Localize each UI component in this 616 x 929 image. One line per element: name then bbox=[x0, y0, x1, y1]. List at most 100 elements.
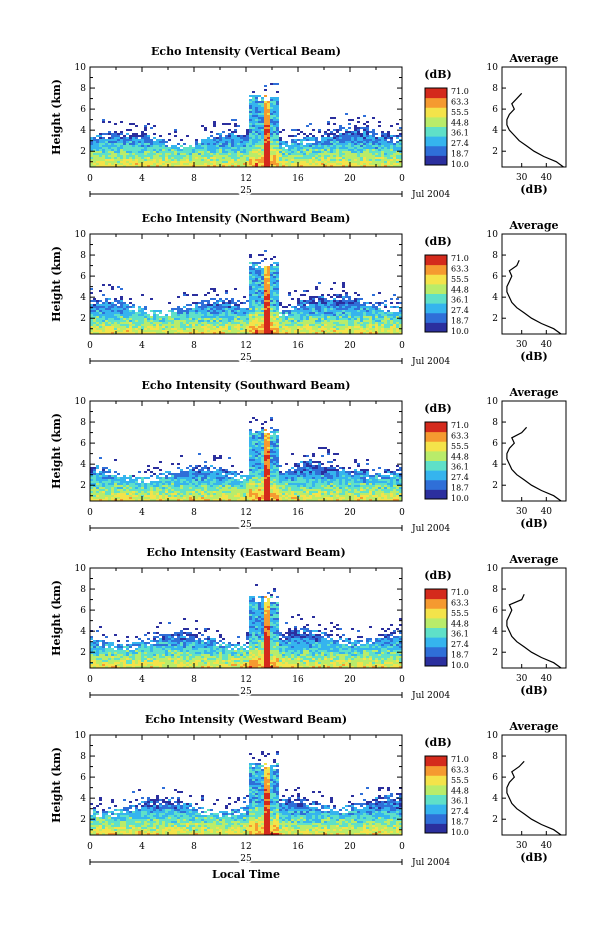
heatmap-cell bbox=[273, 294, 276, 296]
heatmap-cell bbox=[393, 147, 396, 149]
heatmap-cell bbox=[366, 145, 369, 147]
heatmap-cell bbox=[129, 310, 132, 312]
heatmap-cell bbox=[363, 316, 366, 318]
heatmap-cell bbox=[195, 163, 198, 165]
heatmap-cell bbox=[123, 324, 126, 326]
heatmap-cell bbox=[306, 320, 309, 322]
heatmap-cell bbox=[219, 300, 222, 302]
heatmap-cell bbox=[270, 270, 273, 272]
heatmap-cell bbox=[252, 157, 255, 159]
heatmap-cell bbox=[231, 497, 234, 499]
heatmap-cell bbox=[126, 495, 129, 497]
heatmap-cell bbox=[237, 324, 240, 326]
heatmap-cell bbox=[357, 310, 360, 312]
heatmap-cell bbox=[345, 145, 348, 147]
heatmap-cell bbox=[273, 306, 276, 308]
profile-y-tick-label: 2 bbox=[492, 147, 498, 157]
heatmap-cell bbox=[270, 463, 273, 465]
heatmap-cell bbox=[270, 477, 273, 479]
heatmap-cell bbox=[378, 292, 381, 294]
heatmap-cell bbox=[216, 469, 219, 471]
heatmap-cell bbox=[249, 149, 252, 151]
heatmap-cell bbox=[369, 137, 372, 139]
heatmap-cell bbox=[93, 157, 96, 159]
heatmap-cell bbox=[321, 161, 324, 163]
heatmap-cell bbox=[216, 324, 219, 326]
heatmap-cell bbox=[264, 123, 267, 125]
heatmap-cell bbox=[312, 314, 315, 316]
heatmap-cell bbox=[255, 119, 258, 121]
heatmap-cell bbox=[96, 306, 99, 308]
heatmap-cell bbox=[240, 308, 243, 310]
heatmap-cell bbox=[237, 485, 240, 487]
heatmap-cell bbox=[354, 165, 357, 167]
heatmap-cell bbox=[216, 326, 219, 328]
panel-title: Echo Intensity (Vertical Beam) bbox=[151, 45, 341, 58]
heatmap-cell bbox=[144, 153, 147, 155]
heatmap-cell bbox=[192, 153, 195, 155]
heatmap-cell bbox=[333, 123, 336, 125]
heatmap-cell bbox=[189, 149, 192, 151]
heatmap-cell bbox=[204, 161, 207, 163]
heatmap-cell bbox=[360, 139, 363, 141]
heatmap-cell bbox=[228, 485, 231, 487]
heatmap-cell bbox=[147, 497, 150, 499]
heatmap-cell bbox=[249, 137, 252, 139]
heatmap-cell bbox=[132, 310, 135, 312]
heatmap-cell bbox=[321, 312, 324, 314]
heatmap-cell bbox=[138, 143, 141, 145]
heatmap-cell bbox=[366, 127, 369, 129]
heatmap-cell bbox=[306, 290, 309, 292]
heatmap-cell bbox=[312, 298, 315, 300]
heatmap-cell bbox=[387, 159, 390, 161]
heatmap-cell bbox=[141, 153, 144, 155]
heatmap-cell bbox=[273, 324, 276, 326]
heatmap-cell bbox=[273, 151, 276, 153]
heatmap-cell bbox=[189, 469, 192, 471]
heatmap-cell bbox=[186, 155, 189, 157]
heatmap-cell bbox=[351, 312, 354, 314]
heatmap-cell bbox=[225, 163, 228, 165]
heatmap-cell bbox=[309, 153, 312, 155]
heatmap-cell bbox=[228, 318, 231, 320]
heatmap-cell bbox=[189, 499, 192, 501]
heatmap-cell bbox=[324, 324, 327, 326]
heatmap-cell bbox=[267, 272, 270, 274]
heatmap-cell bbox=[375, 157, 378, 159]
heatmap-cell bbox=[363, 326, 366, 328]
heatmap-cell bbox=[132, 141, 135, 143]
heatmap-cell bbox=[258, 304, 261, 306]
heatmap-cell bbox=[240, 302, 243, 304]
heatmap-cell bbox=[111, 155, 114, 157]
heatmap-cell bbox=[270, 153, 273, 155]
heatmap-cell bbox=[216, 497, 219, 499]
heatmap-cell bbox=[351, 161, 354, 163]
heatmap-cell bbox=[153, 483, 156, 485]
heatmap-cell bbox=[264, 491, 267, 493]
heatmap-cell bbox=[138, 141, 141, 143]
heatmap-cell bbox=[306, 159, 309, 161]
heatmap-cell bbox=[177, 147, 180, 149]
heatmap-cell bbox=[249, 139, 252, 141]
heatmap-cell bbox=[198, 314, 201, 316]
heatmap-cell bbox=[144, 141, 147, 143]
heatmap-cell bbox=[90, 487, 93, 489]
heatmap-cell bbox=[231, 483, 234, 485]
heatmap-cell bbox=[309, 149, 312, 151]
heatmap-cell bbox=[210, 493, 213, 495]
heatmap-cell bbox=[237, 137, 240, 139]
heatmap-cell bbox=[261, 479, 264, 481]
heatmap-cell bbox=[360, 159, 363, 161]
heatmap-cell bbox=[342, 330, 345, 332]
heatmap-cell bbox=[321, 298, 324, 300]
heatmap-cell bbox=[219, 151, 222, 153]
heatmap-cell bbox=[252, 91, 255, 93]
heatmap-cell bbox=[177, 495, 180, 497]
heatmap-cell bbox=[177, 159, 180, 161]
heatmap-cell bbox=[285, 163, 288, 165]
heatmap-cell bbox=[249, 322, 252, 324]
heatmap-cell bbox=[273, 161, 276, 163]
heatmap-cell bbox=[264, 451, 267, 453]
heatmap-cell bbox=[201, 477, 204, 479]
heatmap-cell bbox=[381, 332, 384, 334]
